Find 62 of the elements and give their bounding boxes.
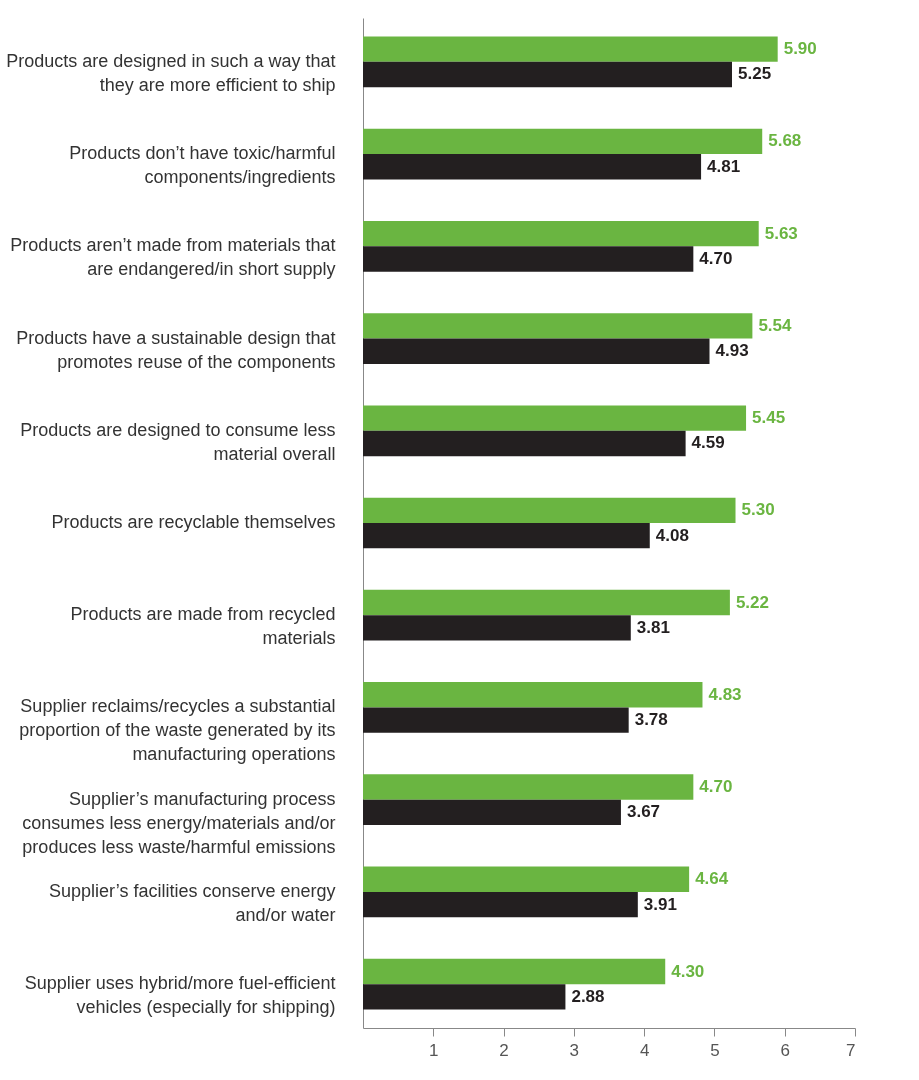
bar	[363, 154, 702, 180]
bar	[363, 313, 753, 339]
x-tick-label: 3	[569, 1040, 580, 1060]
bar	[363, 430, 686, 457]
x-tick-label: 6	[780, 1040, 790, 1060]
bar	[363, 774, 694, 800]
y-tick-label: Supplier’s facilities conserve energy and/or water	[49, 880, 336, 925]
data-label: 5.63	[764, 223, 798, 243]
y-tick-label: Supplier reclaims/recycles a substantial proportion of the waste generated by its manufacturing operations	[19, 696, 336, 765]
data-label: 2.88	[571, 986, 605, 1006]
bar	[363, 36, 778, 62]
bar	[363, 615, 631, 641]
y-tick-label: Products are designed to consume less material overall	[20, 419, 336, 464]
data-label: 3.67	[626, 802, 661, 822]
y-tick-label: Products are designed in such a way that they are more efficient to ship	[6, 50, 336, 95]
y-tick-label: Products are recyclable themselves	[51, 512, 336, 532]
bar	[363, 958, 666, 985]
data-label: 4.30	[671, 961, 705, 981]
y-tick-label: Products are made from recycled materials	[70, 604, 336, 649]
data-label: 5.22	[735, 592, 769, 612]
data-label: 3.91	[643, 894, 677, 914]
data-label: 5.30	[741, 500, 775, 520]
data-label: 4.59	[691, 433, 725, 453]
bar	[363, 799, 621, 826]
data-label: 4.64	[695, 869, 729, 889]
data-label: 4.70	[699, 777, 733, 797]
data-label: 3.78	[634, 710, 668, 730]
bar	[363, 682, 703, 708]
y-tick-label: Products don’t have toxic/harmful components/ingredients	[69, 143, 336, 188]
data-label: 4.83	[708, 684, 742, 704]
y-tick-label: Supplier’s manufacturing process consumes less energy/materials and/or produces less waste/harmful emissions	[22, 788, 336, 857]
data-label: 5.45	[752, 408, 786, 428]
bar	[363, 405, 747, 431]
bar	[363, 246, 694, 272]
bar	[363, 61, 732, 88]
y-tick-label: Supplier uses hybrid/more fuel-efficient vehicles (especially for shipping)	[24, 973, 336, 1018]
data-label: 4.08	[655, 525, 689, 545]
bar	[363, 589, 730, 616]
x-tick-label: 2	[499, 1040, 509, 1060]
bar	[363, 497, 736, 523]
bar	[363, 891, 638, 918]
data-label: 4.70	[699, 248, 733, 268]
bar	[363, 866, 690, 892]
data-label: 3.81	[636, 617, 670, 637]
bar	[363, 984, 566, 1010]
bar	[363, 523, 650, 549]
x-tick-label: 4	[639, 1040, 650, 1060]
x-tick-label: 1	[429, 1040, 439, 1060]
x-tick-label: 7	[846, 1040, 856, 1060]
bar	[363, 128, 763, 155]
x-tick-label: 5	[710, 1040, 720, 1060]
y-tick-label: Products aren’t made from materials that are endangered/in short supply	[10, 235, 336, 280]
data-label: 4.93	[715, 341, 749, 361]
bar	[363, 338, 710, 364]
bar	[363, 707, 629, 733]
bar	[363, 220, 759, 247]
data-label: 5.54	[758, 315, 793, 335]
data-label: 4.81	[707, 156, 741, 176]
data-label: 5.25	[738, 64, 772, 84]
data-label: 5.90	[783, 39, 817, 59]
data-label: 5.68	[768, 131, 802, 151]
y-tick-label: Products have a sustainable design that promotes reuse of the components	[16, 327, 336, 372]
